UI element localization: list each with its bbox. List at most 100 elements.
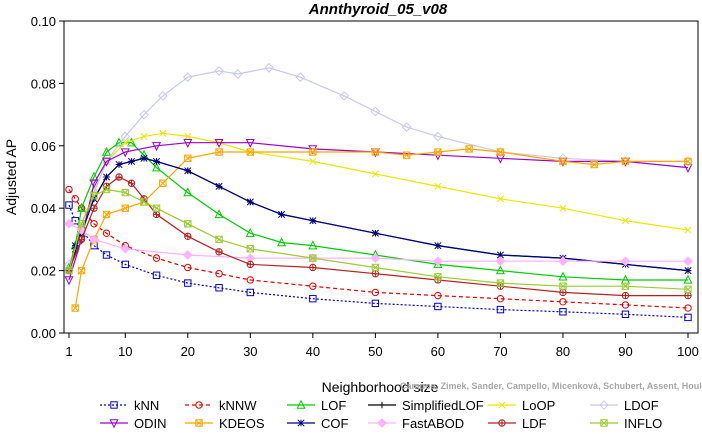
data-point — [152, 157, 161, 165]
series-line — [68, 204, 689, 318]
legend-item: KDEOS — [185, 416, 265, 431]
data-point — [277, 237, 287, 247]
y-tick-label: 0.02 — [31, 264, 56, 279]
data-point — [432, 256, 443, 267]
chart-title: Annthyroid_05_v08 — [308, 1, 448, 18]
data-point — [121, 188, 129, 197]
legend-marker — [600, 419, 608, 427]
data-point — [102, 251, 111, 259]
data-point — [371, 299, 380, 308]
legend-label: FastABOD — [402, 416, 464, 431]
legend-marker — [599, 400, 609, 410]
data-point — [140, 198, 148, 206]
data-point — [309, 294, 317, 303]
data-point — [309, 217, 317, 225]
data-point — [183, 138, 193, 148]
data-point — [496, 195, 504, 203]
data-point — [215, 182, 223, 190]
series-line — [74, 148, 688, 309]
data-point — [152, 204, 161, 212]
x-axis-label: Neighborhood size — [322, 379, 439, 395]
data-point — [90, 192, 98, 200]
x-tick-label: 40 — [306, 344, 320, 359]
data-point — [184, 279, 192, 287]
data-point — [215, 148, 223, 156]
x-tick-label: 90 — [618, 344, 632, 359]
data-point — [140, 132, 148, 140]
legend-label: kNNW — [219, 398, 257, 413]
legend-item: ODIN — [100, 416, 167, 431]
data-point — [152, 271, 161, 279]
data-point — [370, 253, 381, 264]
y-tick-label: 0.06 — [31, 139, 56, 154]
data-point — [246, 148, 255, 156]
series-ldof — [64, 62, 693, 270]
data-point — [65, 266, 73, 275]
data-point — [140, 154, 148, 162]
data-point — [684, 291, 692, 300]
data-point — [121, 204, 129, 212]
data-point — [102, 157, 112, 167]
data-point — [184, 154, 192, 162]
data-point — [621, 217, 630, 225]
data-point — [184, 263, 192, 272]
series-inflo — [65, 185, 692, 294]
data-point — [309, 157, 317, 165]
legend-marker — [498, 401, 506, 409]
data-point — [371, 148, 380, 156]
data-point — [496, 251, 504, 259]
legend-item: LoOP — [488, 398, 555, 413]
data-point — [401, 122, 412, 132]
x-axis: 1 10 20 30 40 50 60 70 80 90 100 — [65, 333, 699, 359]
data-point — [214, 209, 224, 219]
data-point — [559, 288, 567, 297]
data-point — [371, 270, 380, 278]
data-point — [684, 226, 692, 234]
data-point — [264, 62, 274, 73]
data-point — [215, 284, 223, 292]
data-point — [371, 229, 379, 237]
data-point — [496, 279, 505, 287]
data-point — [684, 313, 692, 322]
series-fastabod — [64, 218, 693, 267]
legend-label: COF — [321, 416, 349, 431]
y-tick-label: 0.00 — [31, 326, 56, 341]
data-point — [152, 142, 162, 152]
data-point — [215, 248, 223, 256]
y-axis: 0.00 0.02 0.04 0.06 0.08 0.10 — [31, 14, 65, 341]
legend-item: FastABOD — [368, 416, 464, 431]
data-point — [308, 145, 318, 155]
data-point — [214, 138, 224, 148]
legend-label: KDEOS — [219, 416, 265, 431]
data-point — [102, 146, 112, 156]
data-point — [684, 285, 692, 294]
series-kdeos — [71, 145, 692, 312]
legend-marker — [498, 419, 506, 427]
x-tick-label: 30 — [243, 344, 257, 359]
data-point — [621, 157, 630, 166]
legend-label: ODIN — [134, 416, 167, 431]
data-point — [559, 157, 567, 166]
data-point — [434, 302, 442, 311]
data-point — [246, 260, 255, 269]
legend-label: INFLO — [624, 416, 662, 431]
legend-item: COF — [287, 416, 349, 431]
data-point — [558, 271, 568, 281]
data-point — [559, 204, 567, 212]
data-point — [621, 291, 630, 300]
data-point — [65, 185, 73, 194]
legend-marker — [195, 401, 203, 409]
legend-item: LDOF — [590, 398, 659, 413]
data-point — [115, 160, 123, 169]
data-point — [559, 308, 567, 316]
data-point — [496, 148, 505, 156]
data-point — [246, 288, 255, 297]
data-point — [115, 173, 123, 181]
data-point — [309, 148, 317, 156]
data-point — [77, 266, 86, 275]
data-point — [120, 243, 131, 254]
data-point — [434, 148, 442, 156]
legend-item: kNNW — [185, 398, 257, 413]
series-line — [68, 142, 689, 281]
